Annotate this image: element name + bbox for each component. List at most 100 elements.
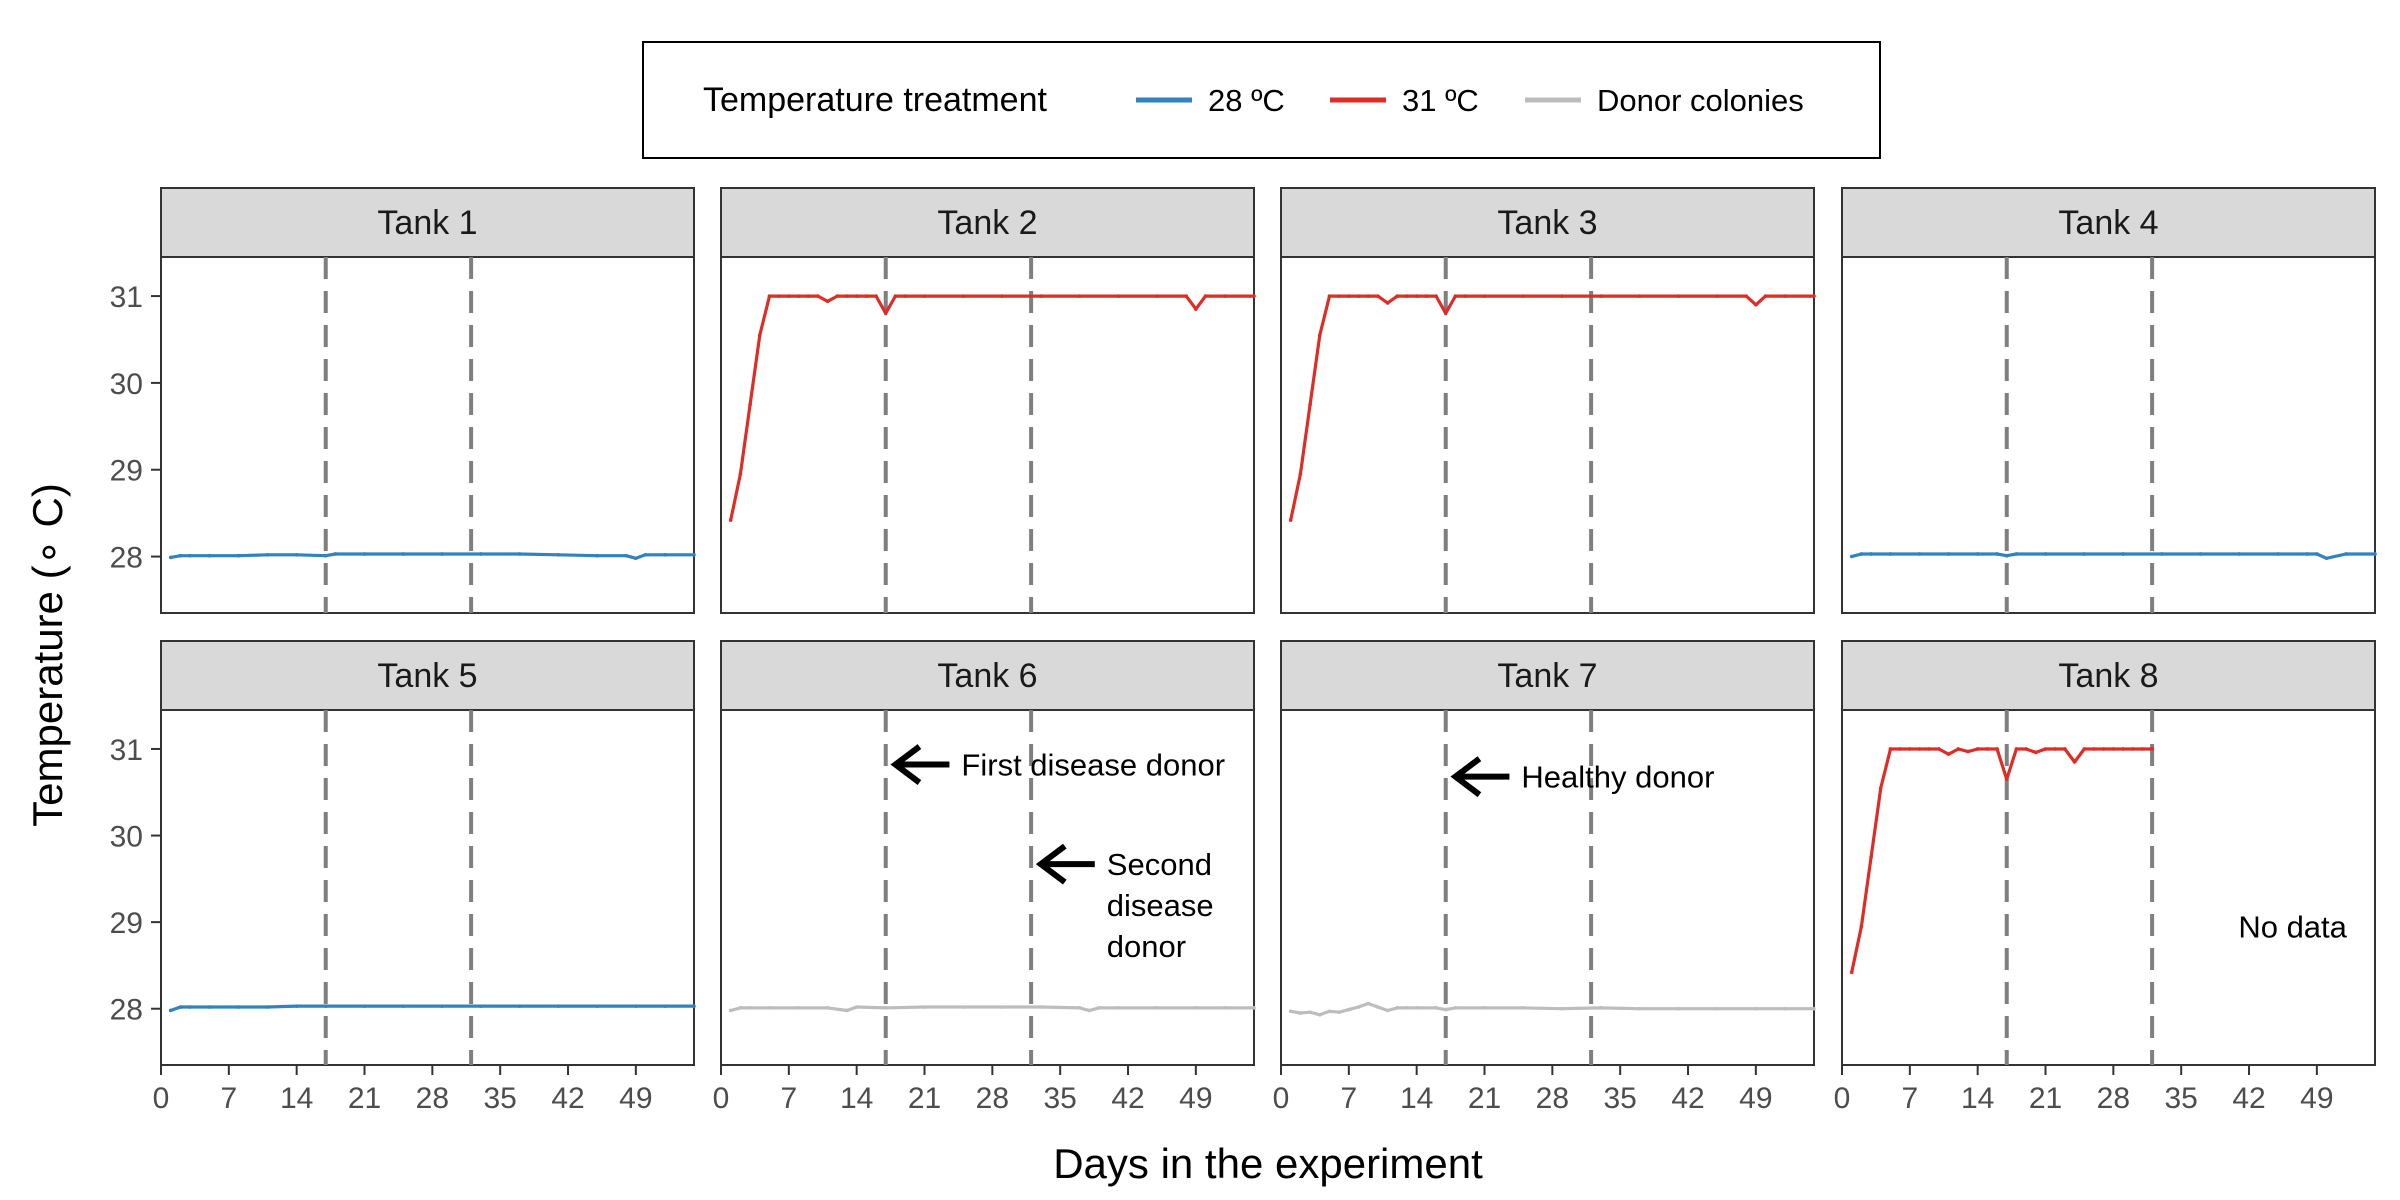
data-point <box>1898 747 1902 751</box>
y-tick-label: 28 <box>110 542 143 575</box>
strip-tank-5 <box>160 640 695 711</box>
x-tick-label: 49 <box>2300 1082 2333 1115</box>
y-tick-label: 29 <box>110 907 143 940</box>
annotation-text-line: donor <box>1107 929 1186 964</box>
annotation-arrow-head <box>1450 756 1482 798</box>
x-tick-label: 28 <box>2097 1082 2130 1115</box>
data-point <box>1869 552 1873 556</box>
legend-box <box>642 41 1881 159</box>
data-point <box>1715 1006 1719 1011</box>
data-point <box>634 1004 638 1008</box>
data-point <box>1347 1007 1351 1012</box>
data-point <box>595 1004 599 1008</box>
data-point <box>2092 747 2096 751</box>
data-point <box>265 1005 270 1009</box>
strip-label: Tank 7 <box>1497 657 1597 695</box>
series-line <box>170 1004 694 1013</box>
data-point <box>2150 747 2154 751</box>
data-point <box>401 552 406 556</box>
data-point <box>333 552 338 556</box>
x-tick-label: 7 <box>1901 1082 1918 1115</box>
data-point <box>796 1006 801 1010</box>
data-point <box>845 294 849 298</box>
data-point <box>663 553 667 557</box>
y-axis-title: Temperature (∘ C) <box>24 483 71 827</box>
data-point <box>1000 1005 1004 1009</box>
data-point <box>556 553 561 557</box>
data-point <box>728 518 733 522</box>
data-point <box>1347 294 1351 298</box>
data-point <box>1298 472 1303 476</box>
data-point <box>1859 552 1864 556</box>
legend-label-0: 28 ºC <box>1208 83 1285 118</box>
data-point <box>1985 747 1990 751</box>
data-point <box>2082 552 2087 556</box>
data-point <box>1223 294 1227 298</box>
data-point <box>294 1004 299 1008</box>
data-point <box>2121 552 2125 556</box>
data-point <box>777 294 781 298</box>
data-point <box>1676 1006 1681 1011</box>
data-point <box>2004 553 2009 558</box>
annotation-text-line: disease <box>1107 888 1214 923</box>
data-point <box>1337 1010 1341 1014</box>
data-point <box>2004 777 2009 782</box>
data-point <box>1395 1006 1400 1010</box>
data-point <box>854 1005 859 1009</box>
annotation: Healthy donor <box>1450 756 1714 798</box>
x-tick-label: 21 <box>2029 1082 2062 1115</box>
x-tick-label: 49 <box>619 1082 652 1115</box>
data-point <box>903 294 907 298</box>
legend-label-2: Donor colonies <box>1597 83 1804 118</box>
data-point <box>2014 552 2019 556</box>
data-point <box>1327 294 1332 298</box>
data-point <box>1463 294 1467 298</box>
data-point <box>1812 294 1816 298</box>
data-point <box>1288 1009 1293 1014</box>
data-point <box>294 553 299 557</box>
strip-label: Tank 3 <box>1497 204 1597 242</box>
data-point <box>2072 760 2077 764</box>
panel-area <box>160 256 695 614</box>
data-point <box>1288 518 1293 522</box>
data-point <box>757 333 762 337</box>
data-point <box>2101 747 2106 751</box>
legend: Temperature treatment 28 ºC 31 ºC Donor co… <box>642 41 1881 159</box>
data-point <box>1356 294 1361 298</box>
data-point <box>1097 1006 1101 1010</box>
data-point <box>1783 1006 1787 1011</box>
data-point <box>692 553 696 557</box>
data-point <box>1405 1006 1409 1010</box>
data-point <box>1252 1006 1256 1010</box>
panel-area <box>1280 709 1815 1066</box>
data-point <box>2043 747 2048 751</box>
x-tick-label: 49 <box>1179 1082 1212 1115</box>
data-point <box>1482 294 1487 298</box>
data-point <box>1453 294 1458 298</box>
strip-label: Tank 4 <box>2058 204 2158 242</box>
panel-tank-1: Tank 1 28 29 30 31 <box>110 187 696 614</box>
data-point <box>1744 294 1748 298</box>
data-point <box>323 1004 328 1008</box>
data-point <box>854 294 859 298</box>
data-point <box>1077 294 1082 298</box>
x-tick-label: 14 <box>1400 1082 1433 1115</box>
x-tick-label: 35 <box>1043 1082 1076 1115</box>
data-point <box>767 294 772 298</box>
data-point <box>1849 970 1854 975</box>
data-point <box>1521 294 1526 298</box>
data-point <box>1715 294 1719 298</box>
data-point <box>1223 1006 1227 1010</box>
no-data-note: No data <box>2238 909 2347 944</box>
data-point <box>806 294 811 298</box>
x-tick-label: 14 <box>1961 1082 1994 1115</box>
data-point <box>479 552 483 556</box>
x-tick-label: 42 <box>2232 1082 2265 1115</box>
data-point <box>168 1008 173 1013</box>
x-tick-label: 28 <box>976 1082 1009 1115</box>
data-point <box>883 1006 888 1010</box>
data-point <box>1878 786 1883 790</box>
data-point <box>2315 552 2319 556</box>
x-tick-label: 35 <box>2164 1082 2197 1115</box>
data-point <box>1366 294 1371 298</box>
